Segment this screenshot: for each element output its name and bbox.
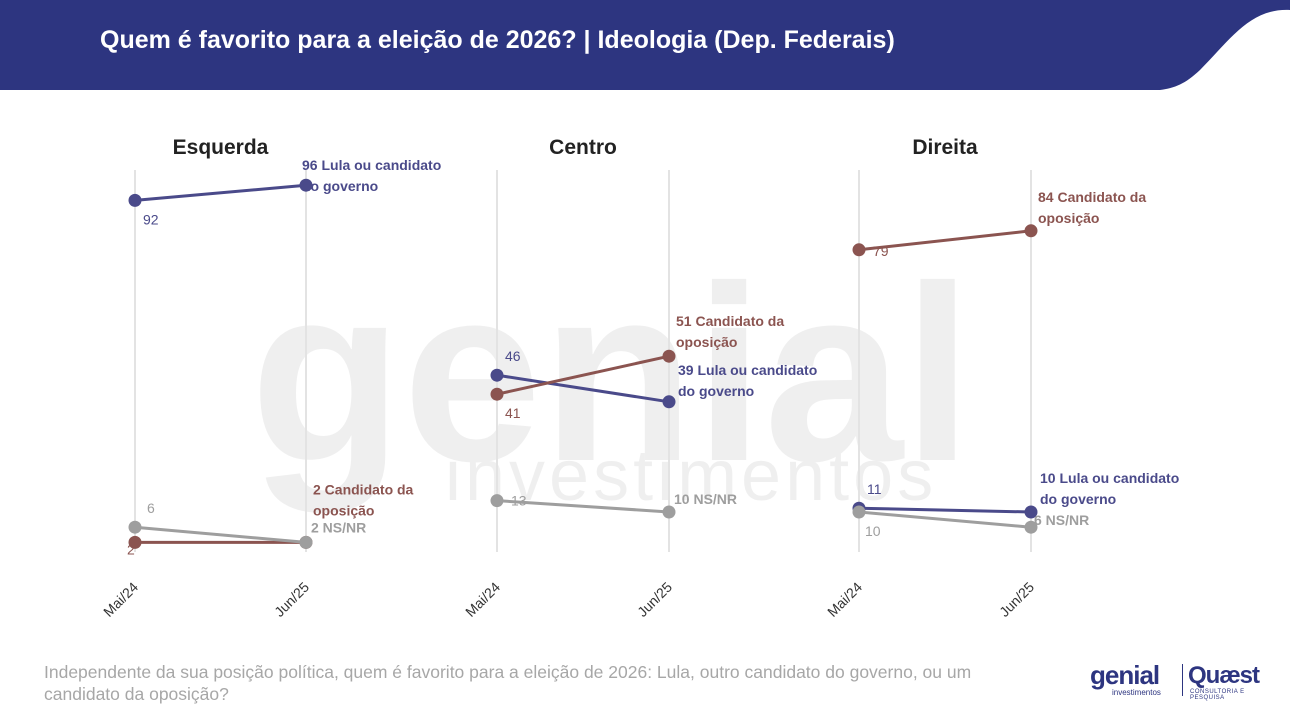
x-tick-label: Mai/24 — [824, 579, 865, 620]
quaest-logo-subtitle: CONSULTORIA E PESQUISA — [1190, 689, 1245, 701]
data-point — [128, 535, 142, 549]
data-label-line: 51 Candidato da — [676, 313, 784, 329]
series-candidato-da-oposicao: 41 51 Candidato da oposição — [490, 313, 784, 421]
series-line — [858, 229, 1032, 252]
data-label: 79 — [873, 243, 889, 259]
data-point — [852, 243, 866, 257]
data-label-line: 96 Lula ou candidato — [302, 157, 441, 173]
chart-panel-esquerda: Esquerda Mai/24 Jun/25 92 96 Lula ou candida… — [100, 136, 441, 620]
data-label-line: oposição — [1038, 210, 1099, 226]
data-label-line: 6 NS/NR — [1034, 512, 1089, 528]
page-title: Quem é favorito para a eleição de 2026? … — [100, 26, 895, 54]
panel-title: Direita — [912, 136, 978, 159]
panel-title: Esquerda — [173, 136, 269, 159]
data-label-line: 2 NS/NR — [311, 519, 366, 535]
data-label-line: do governo — [1040, 491, 1116, 507]
data-label: 6 NS/NR — [1034, 512, 1089, 528]
data-point — [299, 535, 313, 549]
data-label: 46 — [505, 348, 521, 364]
data-label-line: do governo — [678, 383, 754, 399]
data-label: 92 — [143, 211, 159, 227]
data-point — [299, 178, 313, 192]
logo-divider — [1182, 664, 1183, 696]
data-point — [852, 505, 866, 519]
data-point — [490, 368, 504, 382]
data-label-line: do governo — [302, 178, 378, 194]
data-point — [128, 520, 142, 534]
series-ns-nr: 10 6 NS/NR — [852, 505, 1089, 539]
series-line — [134, 183, 307, 202]
data-label-line: 10 Lula ou candidato — [1040, 470, 1179, 486]
data-point — [490, 494, 504, 508]
data-label: 51 Candidato da oposição — [676, 313, 784, 350]
data-point — [1024, 520, 1038, 534]
x-tick-label: Jun/25 — [996, 579, 1037, 620]
data-label: 84 Candidato da oposição — [1038, 189, 1146, 226]
chart-area: genial investimentos Esquerda Mai/24 Jun/2… — [100, 136, 1179, 620]
data-label: 13 — [511, 493, 527, 509]
logo-area: genial investimentos Quæst CONSULTORIA E… — [1090, 660, 1280, 701]
series-lula-ou-candidato-do-governo: 11 10 Lula ou candidato do governo — [852, 470, 1179, 519]
series-line — [496, 499, 670, 514]
data-point — [662, 395, 676, 409]
series-line — [134, 525, 307, 544]
watermark: genial investimentos — [250, 234, 972, 516]
panel-title: Centro — [549, 136, 617, 159]
x-tick-label: Mai/24 — [462, 579, 503, 620]
header-banner: Quem é favorito para a eleição de 2026? … — [0, 0, 1290, 90]
question-footnote: Independente da sua posição política, qu… — [44, 662, 972, 704]
data-label: 2 NS/NR — [311, 519, 366, 535]
data-point — [662, 349, 676, 363]
quaest-logo: Quæst — [1188, 662, 1260, 689]
data-point — [1024, 505, 1038, 519]
x-tick-label: Jun/25 — [634, 579, 675, 620]
series-line — [858, 506, 1032, 514]
data-point — [490, 387, 504, 401]
data-label: 96 Lula ou candidato do governo — [302, 157, 441, 194]
series-candidato-da-oposicao: 79 84 Candidato da oposição — [852, 189, 1146, 259]
data-label-line: 10 NS/NR — [674, 491, 737, 507]
data-label-line: oposição — [676, 334, 737, 350]
data-label: 2 — [127, 541, 135, 557]
data-label: 10 — [865, 523, 881, 539]
x-tick-label: Mai/24 — [100, 579, 141, 620]
data-point — [662, 505, 676, 519]
data-point — [1024, 224, 1038, 238]
x-tick-label: Jun/25 — [271, 579, 312, 620]
data-label: 11 — [867, 481, 882, 497]
data-label: 6 — [147, 500, 155, 516]
data-label: 41 — [505, 405, 521, 421]
genial-logo: genial — [1090, 660, 1160, 690]
series-lula-ou-candidato-do-governo: 46 39 Lula ou candidato do governo — [490, 348, 817, 409]
data-label: 2 Candidato da oposição — [313, 481, 414, 518]
watermark-brand: genial — [250, 234, 972, 513]
data-label: 10 Lula ou candidato do governo — [1040, 470, 1179, 507]
data-label: 39 Lula ou candidato do governo — [678, 362, 817, 399]
data-label-line: 84 Candidato da — [1038, 189, 1146, 205]
data-label-line: 39 Lula ou candidato — [678, 362, 817, 378]
genial-logo-subtitle: investimentos — [1112, 688, 1161, 697]
data-label-line: 2 Candidato da — [313, 481, 414, 497]
series-ns-nr: 6 2 NS/NR — [128, 500, 366, 549]
series-ns-nr: 13 10 NS/NR — [490, 491, 737, 519]
series-line — [496, 373, 670, 404]
data-point — [128, 193, 142, 207]
data-label-line: oposição — [313, 502, 374, 518]
series-line — [858, 510, 1032, 529]
series-lula-ou-candidato-do-governo: 92 96 Lula ou candidato do governo — [128, 157, 441, 227]
data-label: 10 NS/NR — [674, 491, 737, 507]
series-line — [496, 354, 670, 396]
header-background — [0, 0, 1290, 90]
